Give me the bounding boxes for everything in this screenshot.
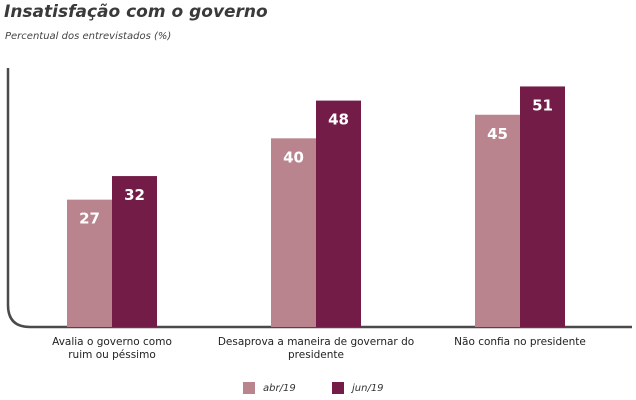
chart-title: Insatisfação com o governo xyxy=(4,2,268,22)
category-label-2-line-1: Desaprova a maneira de governar do xyxy=(218,336,414,348)
category-label-3-line-1: Não confia no presidente xyxy=(454,336,586,348)
chart-frame xyxy=(6,68,632,329)
bar-2-category-2 xyxy=(316,100,361,327)
legend-item-series-1: abr/19 xyxy=(243,382,296,394)
bar-2-category-3 xyxy=(520,86,565,327)
bar-1-category-2 xyxy=(271,138,316,327)
legend-label-series-2: jun/19 xyxy=(352,382,384,394)
bar-2-category-1 xyxy=(112,176,157,327)
bar-1-category-1 xyxy=(67,199,112,327)
category-label-2-line-2: presidente xyxy=(288,349,344,361)
bar-1-category-3 xyxy=(475,114,520,327)
chart-subtitle: Percentual dos entrevistados (%) xyxy=(5,31,172,42)
data-label-2-category-2: 48 xyxy=(328,111,349,129)
legend-swatch-series-2 xyxy=(332,382,344,394)
bars-group xyxy=(67,86,565,327)
data-label-1-category-1: 27 xyxy=(79,210,100,228)
legend: abr/19 jun/19 xyxy=(0,382,636,396)
data-label-1-category-3: 45 xyxy=(487,125,508,143)
legend-item-series-2: jun/19 xyxy=(332,382,384,394)
value-labels-group: 27 32 40 48 45 51 xyxy=(79,96,553,227)
legend-label-series-1: abr/19 xyxy=(263,382,296,394)
data-label-2-category-3: 51 xyxy=(532,96,553,114)
data-label-2-category-1: 32 xyxy=(124,186,145,204)
category-label-1-line-2: ruim ou péssimo xyxy=(68,349,156,361)
category-label-1-line-1: Avalia o governo como xyxy=(52,336,172,348)
data-label-1-category-2: 40 xyxy=(283,148,304,166)
legend-swatch-series-1 xyxy=(243,382,255,394)
